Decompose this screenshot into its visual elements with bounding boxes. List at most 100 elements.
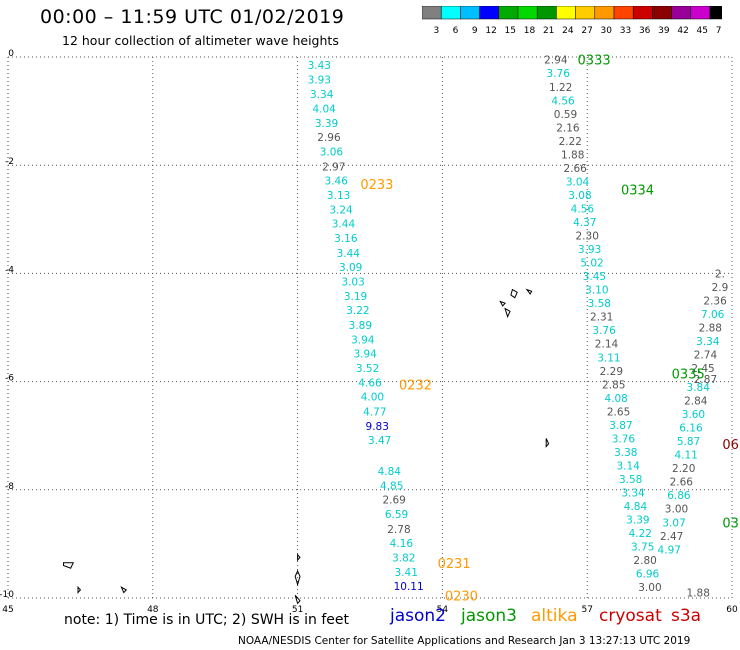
swh-value: 1.88 — [561, 149, 584, 161]
color-swatch — [460, 6, 480, 20]
lat-lon-grid — [7, 56, 733, 599]
swh-value: 3.24 — [329, 205, 353, 217]
pass-time-label: 0231 — [438, 557, 471, 572]
x-tick-label: 60 — [726, 605, 738, 615]
swh-value: 4.16 — [390, 538, 414, 550]
color-swatch — [440, 6, 461, 20]
swh-values: 3.43 3.93 3.34 4.04 3.39 2.96 3.06 2.97 3.46 3.13… — [308, 55, 729, 600]
pass-time-label: 0334 — [621, 184, 654, 199]
swh-value: 2.47 — [660, 531, 683, 543]
color-scale-tick-label: 30 — [601, 26, 613, 36]
satellite-label-s3a: s3a — [671, 606, 702, 626]
swh-value: 3.10 — [585, 285, 608, 297]
island-outline — [525, 288, 533, 295]
pass-time-label: 0232 — [399, 378, 432, 393]
swh-value: 3.13 — [327, 190, 350, 202]
swh-value: 4.97 — [658, 544, 681, 556]
satellite-label-jason3: jason3 — [461, 606, 517, 626]
swh-value: 2.14 — [595, 339, 619, 351]
swh-value: 6.59 — [385, 509, 408, 521]
x-tick-label: 48 — [147, 605, 159, 615]
swh-value: 2.66 — [670, 477, 694, 489]
swh-value: 4.22 — [629, 528, 652, 540]
swh-value: 3.75 — [631, 542, 654, 554]
color-swatch — [594, 6, 615, 20]
swh-value: 2.31 — [590, 312, 613, 324]
swh-value: 4.84 — [378, 466, 402, 478]
swh-value: 2.65 — [607, 406, 630, 418]
swh-value: 2.97 — [322, 161, 345, 173]
satellite-label-jason2: jason2 — [390, 606, 446, 626]
swh-value: 1.22 — [549, 82, 572, 94]
island-outline — [545, 438, 550, 448]
swh-value: 4.77 — [363, 406, 386, 418]
swh-value: 3.87 — [609, 420, 632, 432]
swh-value: 4.08 — [604, 393, 627, 405]
swh-value: 4.56 — [551, 95, 575, 107]
swh-value: 3.00 — [638, 582, 661, 594]
page-subtitle: 12 hour collection of altimeter wave hei… — [62, 33, 339, 48]
island-outline — [120, 586, 128, 594]
color-swatch — [479, 6, 500, 20]
color-swatch — [517, 6, 538, 20]
island-outline — [504, 307, 511, 319]
swh-value: 3.94 — [351, 334, 375, 346]
swh-value: 2.36 — [703, 295, 727, 307]
swh-value: 3.34 — [621, 488, 645, 500]
x-tick-label: 54 — [437, 605, 449, 615]
x-tick-label: 51 — [292, 605, 303, 615]
pass-time-label: 06 — [722, 438, 739, 453]
swh-value: 2.74 — [694, 350, 718, 362]
color-swatch — [536, 6, 557, 20]
y-tick-label: -10 — [0, 590, 14, 600]
swh-value: 3.82 — [392, 552, 415, 564]
color-scale-tick-label: 18 — [524, 26, 536, 36]
color-scale-tick-label: 12 — [485, 26, 496, 36]
color-scale-tick-label: 9 — [472, 26, 478, 36]
pass-time-label: 03 — [722, 516, 739, 531]
swh-value: 4.00 — [361, 392, 384, 404]
swh-value: 3.04 — [566, 176, 590, 188]
swh-value: 3.39 — [315, 118, 338, 130]
color-scale-tick-label: 42 — [677, 26, 688, 36]
swh-value: 4.85 — [380, 480, 403, 492]
color-scale-tick-label: 36 — [639, 26, 651, 36]
swh-value: 3.16 — [334, 233, 358, 245]
swh-value: 2.85 — [602, 379, 625, 391]
swh-value: 3.38 — [614, 447, 637, 459]
swh-value: 3.89 — [349, 320, 372, 332]
swh-value: 3.76 — [592, 325, 616, 337]
swh-value: 2.87 — [694, 374, 717, 386]
island-outline — [77, 585, 82, 594]
pass-time-label: 0333 — [578, 54, 611, 69]
swh-value: 3.34 — [696, 336, 720, 348]
swh-value: 6.96 — [636, 569, 660, 581]
swh-value: 3.94 — [353, 348, 377, 360]
swh-value: 2.80 — [633, 555, 656, 567]
swh-value: 4.11 — [674, 450, 697, 462]
swh-value: 3.43 — [308, 60, 331, 72]
color-scale-tick-label: 3 — [433, 26, 439, 36]
swh-value: 4.37 — [573, 217, 596, 229]
color-scale-tick-label: 27 — [581, 26, 592, 36]
y-tick-label: -8 — [5, 482, 14, 492]
y-tick-label: -2 — [5, 157, 14, 167]
swh-value: 3.41 — [395, 567, 418, 579]
swh-value: 3.06 — [320, 147, 344, 159]
swh-value: 3.11 — [597, 352, 620, 364]
swh-value: 9.83 — [366, 421, 389, 433]
land-outlines — [63, 288, 550, 605]
swh-value: 3.19 — [344, 291, 367, 303]
swh-value: 3.03 — [341, 277, 364, 289]
color-swatch — [498, 6, 519, 20]
y-tick-label: -6 — [5, 374, 14, 384]
swh-value: 3.09 — [339, 262, 362, 274]
island-outline — [63, 562, 74, 569]
pass-time-label: 0233 — [360, 178, 393, 193]
swh-value: 2.69 — [382, 495, 405, 507]
swh-value: 3.76 — [547, 68, 571, 80]
color-scale-tick-label: 33 — [620, 26, 631, 36]
x-tick-label: 57 — [581, 605, 592, 615]
credit-line: NOAA/NESDIS Center for Satellite Applica… — [238, 635, 691, 647]
